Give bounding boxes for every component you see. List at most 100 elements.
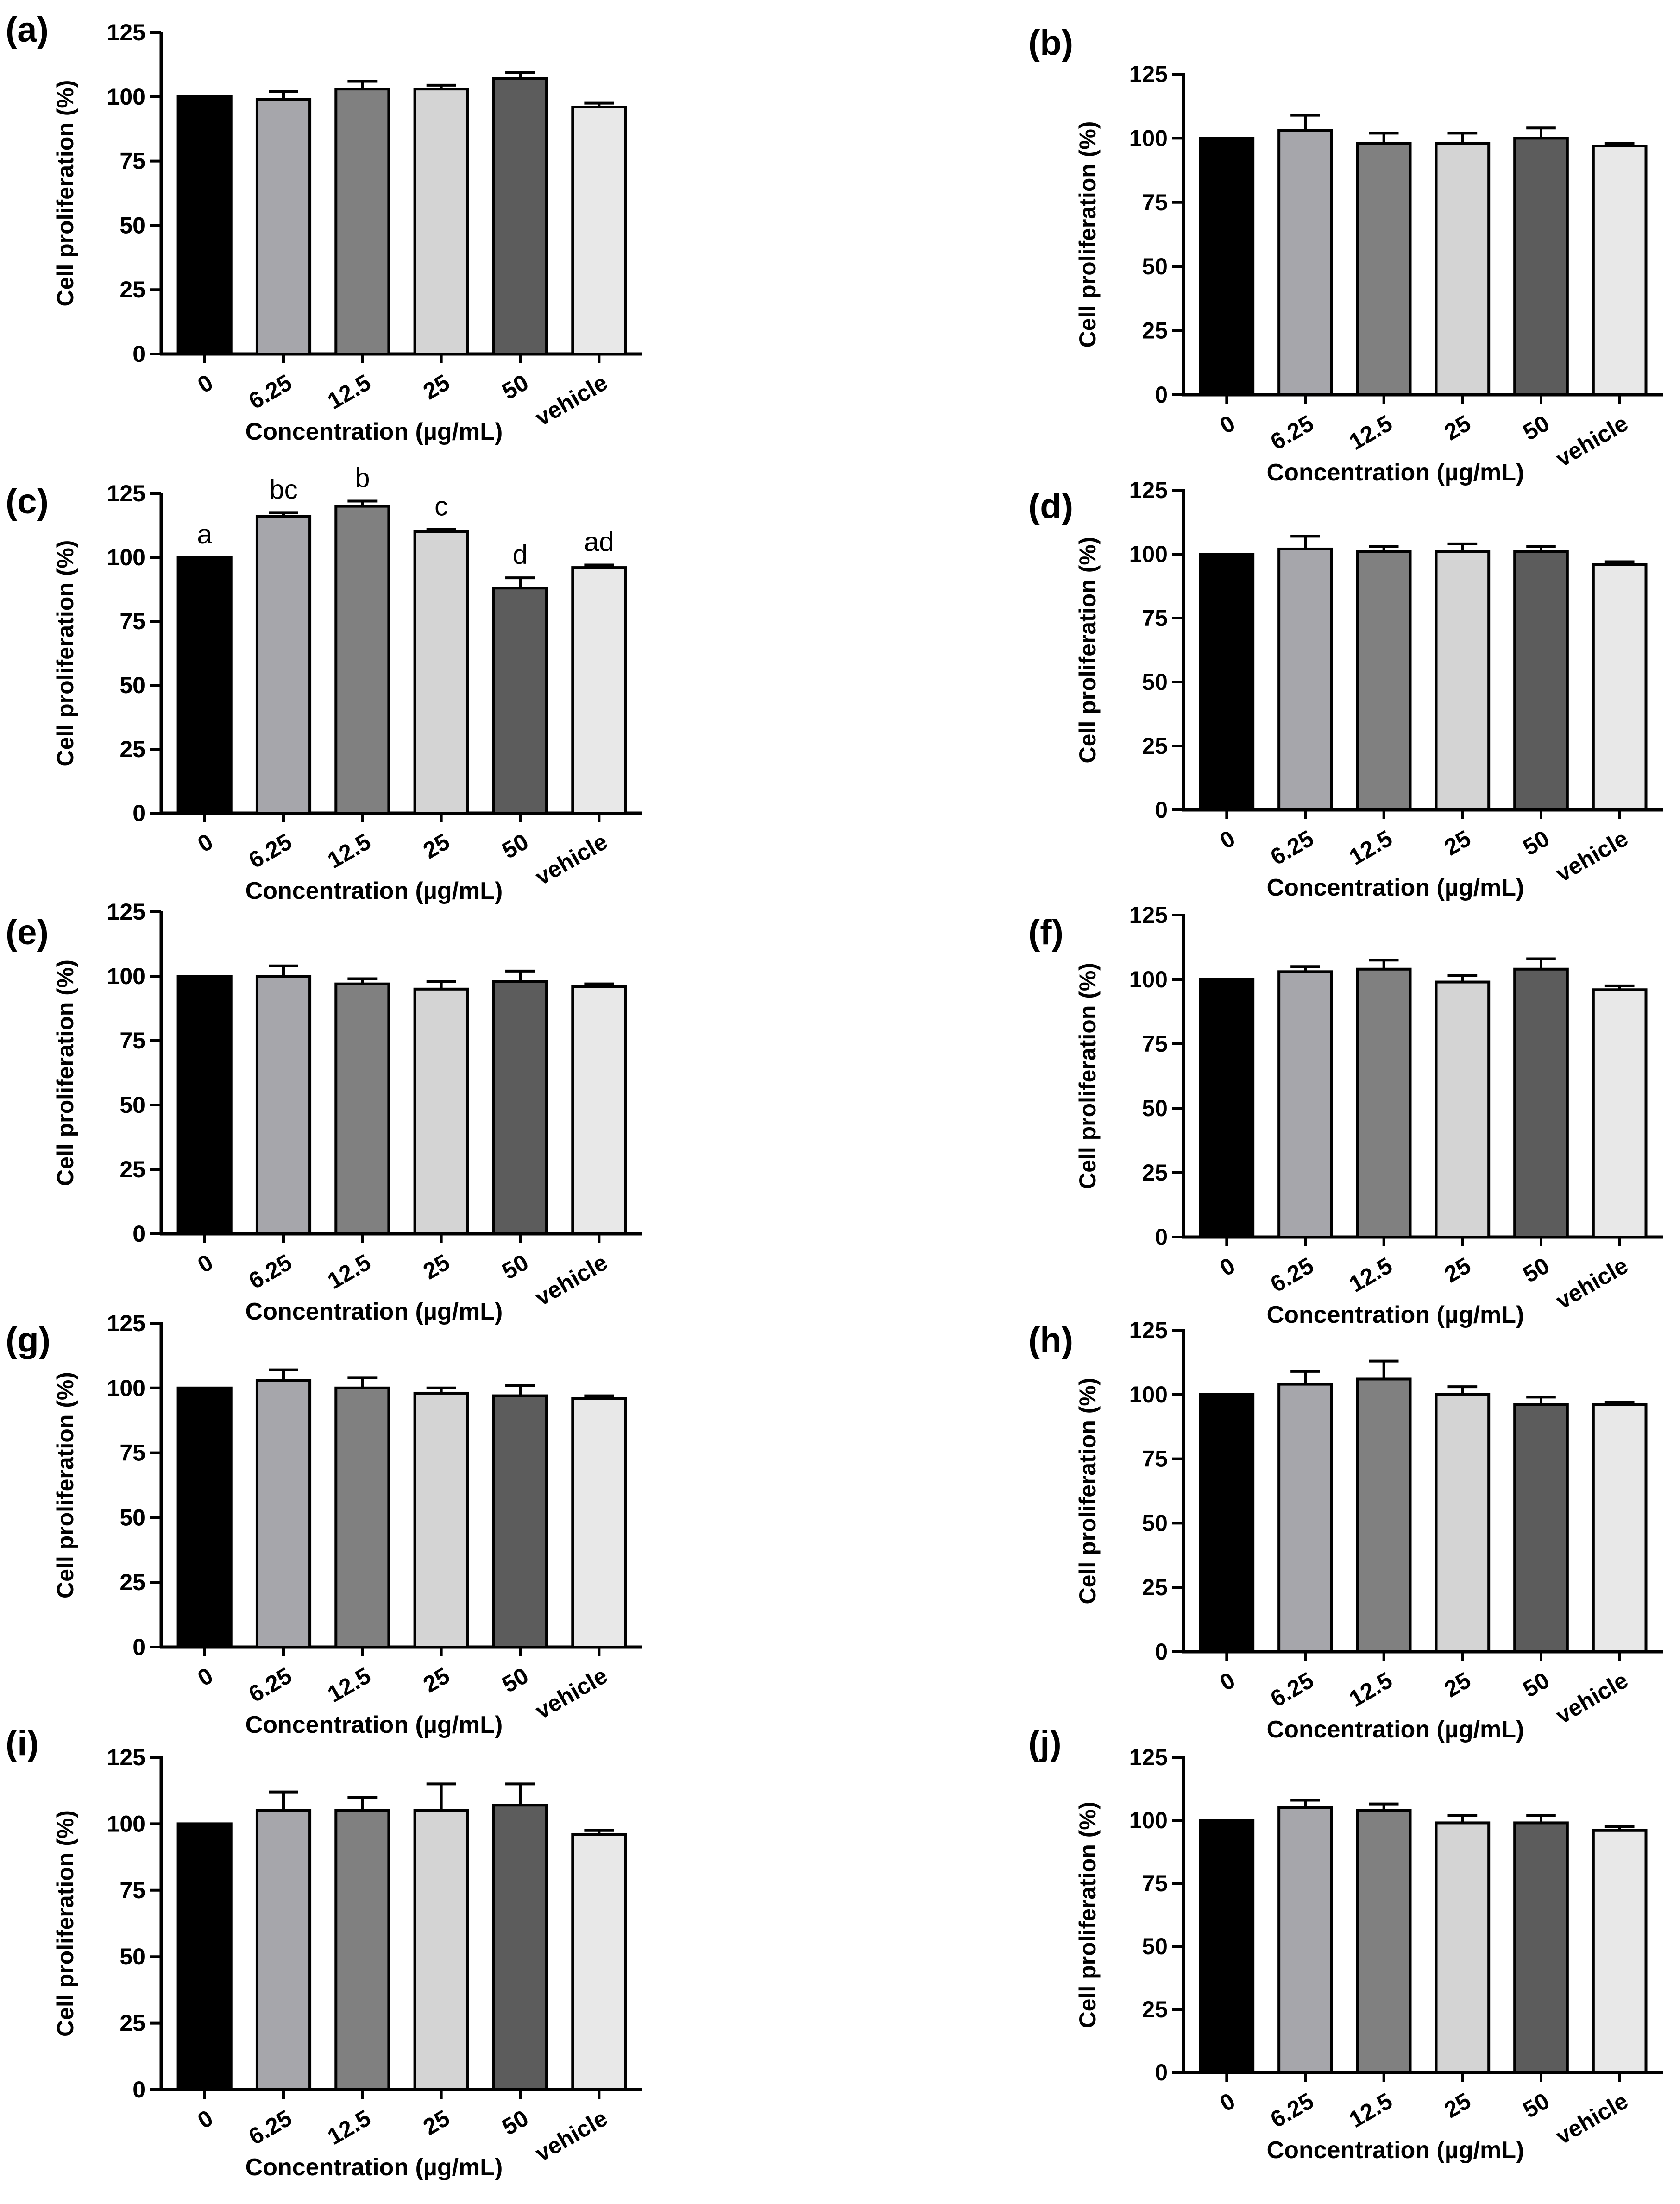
bar [492, 980, 548, 1236]
x-tick-label: 50 [1518, 410, 1554, 445]
x-tick-label: 0 [193, 1249, 217, 1278]
x-axis-title: Concentration (µg/mL) [245, 878, 503, 904]
bar [413, 1391, 469, 1648]
bar [1435, 142, 1491, 396]
y-tick-label: 125 [1129, 1317, 1168, 1343]
y-tick-label: 75 [1142, 1446, 1168, 1472]
x-tick-label: 6.25 [1266, 410, 1318, 455]
y-axis-title: Cell proliferation (%) [1075, 1802, 1101, 2028]
bar [334, 505, 390, 815]
x-tick-label: vehicle [531, 369, 612, 431]
y-tick-label: 50 [120, 1504, 145, 1530]
panel-label: (d) [1028, 486, 1073, 526]
bar [334, 1809, 390, 2091]
x-axis-title: Concentration (µg/mL) [245, 418, 503, 445]
y-tick-label: 125 [1129, 61, 1168, 87]
x-tick-label: 50 [497, 1662, 533, 1698]
y-tick-label: 125 [107, 480, 145, 506]
y-tick-label: 50 [1142, 669, 1168, 695]
bar [176, 1386, 233, 1649]
panel-c: (c) 0 25 50 75 100 125 Cell proliferation (%) 0 a… [6, 463, 642, 904]
bar [492, 587, 548, 815]
y-tick-label: 100 [1129, 1807, 1168, 1833]
panel-label: (b) [1028, 23, 1073, 63]
significance-letter: d [513, 540, 528, 570]
x-tick-label: 50 [1518, 1667, 1554, 1702]
y-axis-title: Cell proliferation (%) [52, 960, 78, 1186]
significance-letter: b [355, 463, 370, 493]
y-tick-label: 100 [1129, 1382, 1168, 1408]
bar [492, 1804, 548, 2091]
panel-label: (h) [1028, 1320, 1073, 1360]
x-tick-label: 0 [1215, 1252, 1240, 1281]
panel-label: (f) [1028, 913, 1063, 952]
panel-label: (g) [6, 1320, 50, 1360]
y-tick-label: 75 [1142, 605, 1168, 631]
y-tick-label: 100 [1129, 125, 1168, 151]
x-tick-label: 25 [419, 2105, 454, 2140]
bar [1199, 1819, 1255, 2074]
bar [1356, 967, 1412, 1238]
y-tick-label: 0 [1155, 797, 1168, 823]
panel-label: (e) [6, 913, 49, 952]
x-tick-label: 50 [1518, 1252, 1554, 1288]
y-tick-label: 125 [107, 19, 145, 45]
significance-letter: ad [584, 527, 614, 557]
x-tick-label: 25 [1440, 1252, 1475, 1288]
y-tick-label: 25 [120, 1569, 145, 1595]
x-tick-label: 6.25 [244, 1662, 296, 1707]
x-tick-label: 50 [497, 2105, 533, 2140]
bar [1356, 550, 1412, 811]
bar [492, 1394, 548, 1648]
x-tick-label: 6.25 [1266, 2088, 1318, 2133]
y-tick-label: 25 [120, 736, 145, 762]
y-axis-title: Cell proliferation (%) [1075, 963, 1101, 1189]
y-tick-label: 0 [132, 800, 145, 826]
y-tick-label: 100 [107, 544, 145, 570]
x-tick-label: 25 [419, 1249, 454, 1284]
panel-label: (j) [1028, 1724, 1062, 1763]
y-tick-label: 25 [120, 2010, 145, 2036]
y-tick-label: 50 [120, 212, 145, 238]
bar [1277, 1383, 1333, 1654]
y-tick-label: 50 [1142, 1095, 1168, 1121]
y-axis-title: Cell proliferation (%) [52, 1810, 78, 2037]
y-tick-label: 75 [1142, 1031, 1168, 1057]
x-tick-label: 12.5 [1345, 1252, 1397, 1297]
y-tick-label: 75 [120, 1440, 145, 1466]
x-tick-label: vehicle [531, 1249, 612, 1311]
x-tick-label: 6.25 [244, 369, 296, 414]
x-tick-label: vehicle [1551, 1667, 1632, 1729]
bar [1592, 1829, 1648, 2074]
x-tick-label: vehicle [531, 1662, 612, 1724]
x-tick-label: vehicle [1551, 1252, 1632, 1314]
y-tick-label: 0 [132, 2077, 145, 2103]
bar [1199, 553, 1255, 811]
x-tick-label: vehicle [531, 2105, 612, 2166]
y-tick-label: 100 [1129, 541, 1168, 567]
bar [255, 515, 312, 815]
bar [1513, 550, 1569, 811]
x-tick-label: 25 [1440, 1667, 1475, 1702]
bar [1199, 137, 1255, 396]
x-axis-title: Concentration (µg/mL) [245, 1298, 503, 1325]
y-axis-title: Cell proliferation (%) [52, 1372, 78, 1598]
x-axis-title: Concentration (µg/mL) [1267, 1301, 1524, 1328]
bar [1277, 547, 1333, 811]
y-tick-label: 0 [132, 1634, 145, 1660]
bar [1435, 1393, 1491, 1654]
y-tick-label: 125 [107, 1310, 145, 1336]
bar [1356, 142, 1412, 396]
x-tick-label: 0 [193, 1662, 217, 1691]
x-axis-title: Concentration (µg/mL) [1267, 2137, 1524, 2164]
y-tick-label: 125 [1129, 1744, 1168, 1770]
x-tick-label: vehicle [1551, 825, 1632, 887]
y-tick-label: 100 [107, 84, 145, 110]
